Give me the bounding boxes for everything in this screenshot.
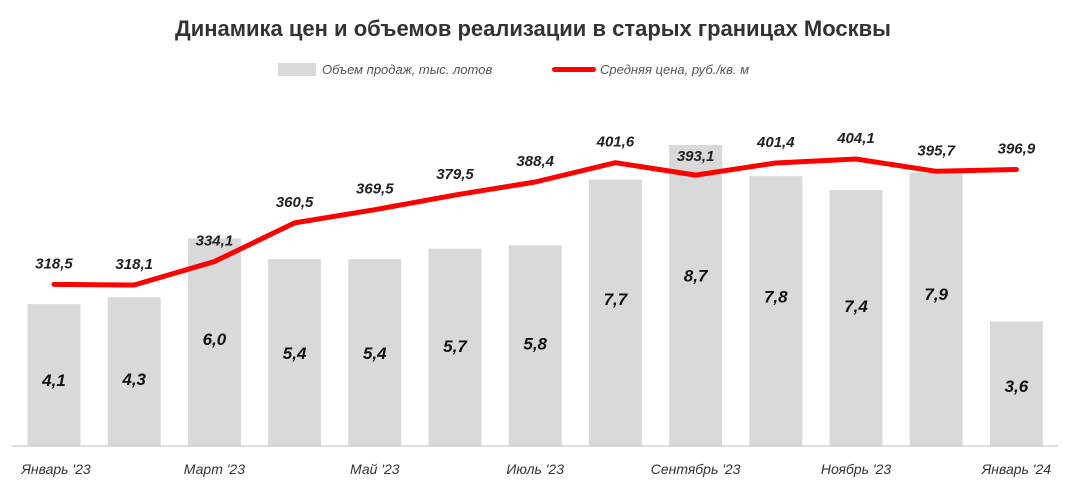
price-data-label: 395,7 [917, 142, 955, 159]
legend-item-price: Средняя цена, руб./кв. м [552, 62, 749, 77]
volume-data-label: 8,7 [684, 266, 709, 285]
legend-swatch-price [552, 67, 596, 72]
x-tick-labels-layer: Январь '23 Март '23 Май '23 Июль '23 Сентябр… [20, 461, 1051, 477]
x-tick-label: Май '23 [350, 461, 400, 477]
price-data-label: 318,1 [115, 256, 153, 273]
volume-bar [107, 297, 161, 446]
volume-bar [989, 321, 1043, 446]
legend-item-volume: Объем продаж, тыс. лотов [278, 62, 492, 77]
volume-data-label: 5,4 [363, 344, 387, 363]
volume-bar [268, 259, 322, 446]
price-data-label: 369,5 [356, 181, 394, 198]
legend-swatch-volume [278, 63, 316, 76]
volume-bar [669, 144, 723, 447]
volume-bar [508, 245, 562, 446]
volume-data-label: 7,4 [844, 297, 868, 316]
price-data-label: 396,9 [998, 141, 1036, 158]
volume-bar [909, 172, 963, 446]
legend-label-price: Средняя цена, руб./кв. м [600, 62, 749, 77]
volume-bar [588, 179, 642, 446]
volume-data-label: 6,0 [203, 330, 227, 349]
x-tick-label: Июль '23 [506, 461, 564, 477]
price-labels-layer: 318,5 318,1 334,1 360,5 369,5 379,5 388,4 401,6… [35, 130, 1036, 273]
volume-bar [428, 248, 482, 446]
price-data-label: 388,4 [516, 153, 554, 170]
price-data-label: 401,6 [596, 134, 635, 151]
volume-bar [187, 238, 241, 446]
x-tick-label: Январь '24 [981, 461, 1052, 477]
volume-data-label: 4,1 [41, 371, 66, 390]
price-data-label: 404,1 [836, 130, 875, 147]
volume-data-label: 3,6 [1005, 377, 1029, 396]
price-data-label: 318,5 [35, 255, 73, 272]
price-data-label: 401,4 [756, 134, 795, 151]
volume-bar [749, 176, 803, 446]
price-data-label: 379,5 [436, 166, 474, 183]
price-data-label: 393,1 [677, 148, 715, 165]
volume-bar [27, 304, 81, 446]
volume-labels-layer: 4,1 4,3 6,0 5,4 5,4 5,7 5,8 7,7 8,7 7,8 7,4 7,9 3,6 [41, 266, 1029, 396]
volume-data-label: 7,7 [604, 290, 629, 309]
x-tick-label: Сентябрь '23 [651, 461, 741, 477]
x-tick-label: Январь '23 [20, 461, 91, 477]
price-line-layer [51, 156, 1019, 288]
volume-bar [829, 189, 883, 446]
price-data-label: 360,5 [276, 194, 314, 211]
volume-data-label: 4,3 [121, 370, 146, 389]
volume-data-label: 5,4 [283, 344, 307, 363]
price-series-line [51, 156, 1019, 288]
volume-data-label: 5,8 [523, 335, 547, 354]
price-data-label: 334,1 [196, 233, 234, 250]
volume-data-label: 5,7 [443, 337, 468, 356]
x-tick-label: Март '23 [184, 461, 245, 477]
bars-layer [27, 144, 1043, 447]
volume-data-label: 7,9 [924, 285, 948, 304]
volume-bar [348, 259, 402, 446]
legend: Объем продаж, тыс. лотов Средняя цена, р… [0, 62, 1066, 86]
legend-label-volume: Объем продаж, тыс. лотов [322, 62, 493, 77]
x-tick-label: Ноябрь '23 [821, 461, 891, 477]
chart-title: Динамика цен и объемов реализации в стар… [175, 16, 891, 41]
volume-data-label: 7,8 [764, 287, 788, 306]
